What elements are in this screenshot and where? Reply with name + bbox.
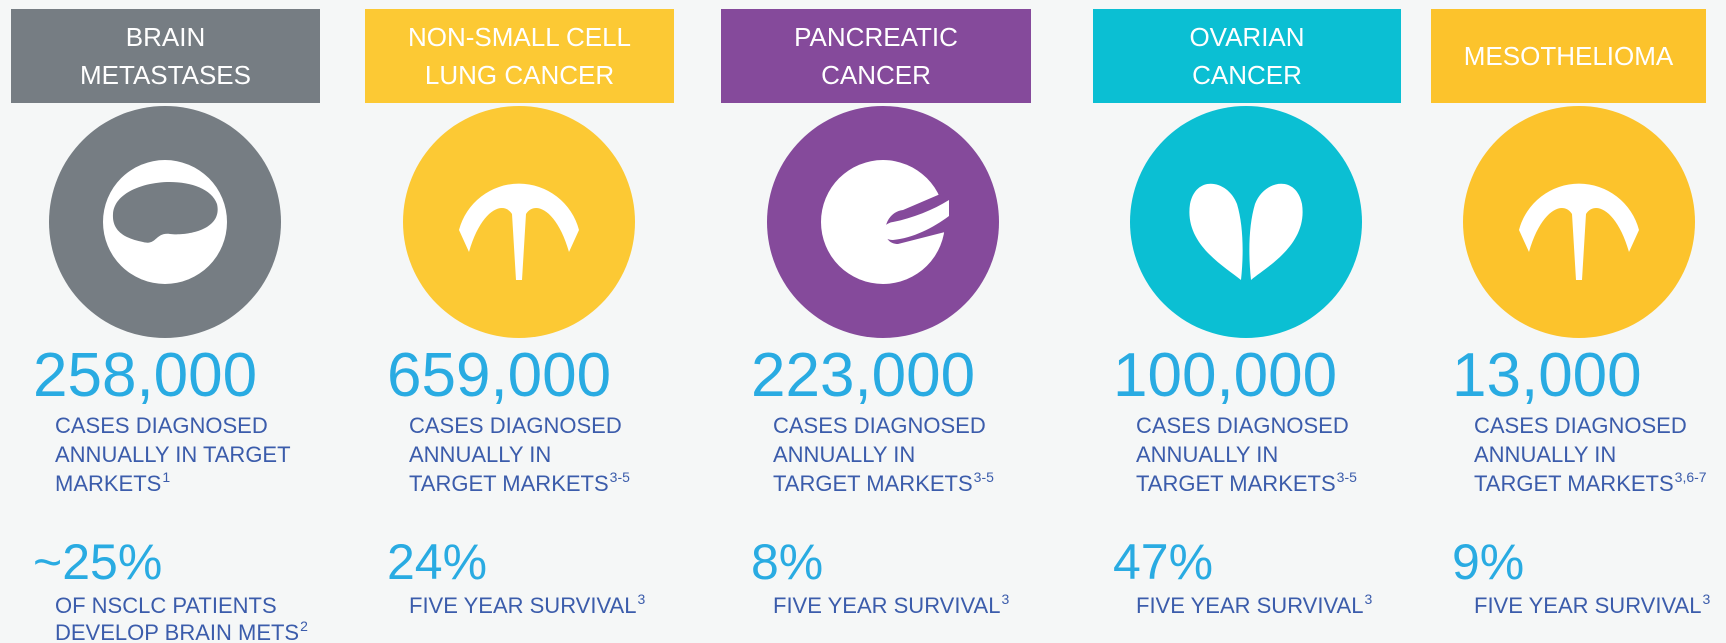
stat-label: DEVELOP BRAIN METS [55,620,299,643]
header-box [1431,9,1706,103]
reference: 3,6-7 [1675,469,1707,485]
stat-label: FIVE YEAR SURVIVAL [773,593,1000,618]
case-count: 100,000 [1113,341,1337,410]
column: MESOTHELIOMA 13,000 CASES DIAGNOSED ANNUALL… [1431,9,1710,618]
reference: 3 [1001,591,1009,607]
icon [1189,183,1303,280]
reference: 3 [1702,591,1710,607]
header-text: BRAIN [126,22,205,52]
column: BRAIN METASTASES 258,000 CASES DIAGNOSED ANN… [11,9,320,643]
header-box [365,9,674,103]
reference: 2 [300,618,308,634]
case-label: ANNUALLY IN TARGET [55,442,291,467]
header-text: OVARIAN [1189,22,1304,52]
case-label: ANNUALLY IN [1474,442,1616,467]
case-label: CASES DIAGNOSED [55,413,268,438]
header-text: CANCER [1192,60,1302,90]
reference: 3-5 [1337,469,1357,485]
stat-label: FIVE YEAR SURVIVAL [409,593,636,618]
icon [1519,183,1639,280]
column: OVARIAN CANCER 100,000 CASES DIAGNOSED ANNUA… [1093,9,1401,618]
reference: 3-5 [974,469,994,485]
survival-stat: 24% [387,534,487,590]
icon-shape [882,200,949,240]
icon [821,160,949,284]
icon-shape [1249,183,1303,280]
header-text: CANCER [821,60,931,90]
header-box [1093,9,1401,103]
column: PANCREATIC CANCER 223,000 CASES DIAGNOSED AN… [721,9,1031,618]
header-text: METASTASES [80,60,251,90]
case-label: CASES DIAGNOSED [409,413,622,438]
reference: 1 [162,469,170,485]
case-label: MARKETS [55,471,161,496]
case-label: CASES DIAGNOSED [773,413,986,438]
case-count: 258,000 [33,341,257,410]
header-box [721,9,1031,103]
column: NON-SMALL CELL LUNG CANCER 659,000 CASES DI… [365,9,674,618]
stat-label: FIVE YEAR SURVIVAL [1474,593,1701,618]
case-label: CASES DIAGNOSED [1136,413,1349,438]
reference: 3 [1364,591,1372,607]
icon-shape [459,183,579,280]
reference: 3 [637,591,645,607]
icon-shape [1189,183,1243,280]
survival-stat: 9% [1452,534,1524,590]
survival-stat: ~25% [33,534,162,590]
header-text: LUNG CANCER [425,60,614,90]
case-count: 13,000 [1452,341,1642,410]
header-text: NON-SMALL CELL [408,22,631,52]
stat-label: OF NSCLC PATIENTS [55,593,277,618]
stat-label: FIVE YEAR SURVIVAL [1136,593,1363,618]
case-label: TARGET MARKETS [1474,471,1674,496]
header-box [11,9,320,103]
icon-shape [112,181,218,243]
case-label: ANNUALLY IN [409,442,551,467]
case-label: TARGET MARKETS [409,471,609,496]
icon-circle [1130,106,1362,338]
case-label: CASES DIAGNOSED [1474,413,1687,438]
case-label: ANNUALLY IN [773,442,915,467]
survival-stat: 47% [1113,534,1213,590]
icon [459,183,579,280]
case-count: 659,000 [387,341,611,410]
case-count: 223,000 [751,341,975,410]
header-text: MESOTHELIOMA [1464,41,1674,71]
case-label: ANNUALLY IN [1136,442,1278,467]
case-label: TARGET MARKETS [1136,471,1336,496]
header-text: PANCREATIC [794,22,958,52]
reference: 3-5 [610,469,630,485]
icon-shape [821,160,945,284]
icon [103,160,227,284]
survival-stat: 8% [751,534,823,590]
icon-shape [1519,183,1639,280]
case-label: TARGET MARKETS [773,471,973,496]
